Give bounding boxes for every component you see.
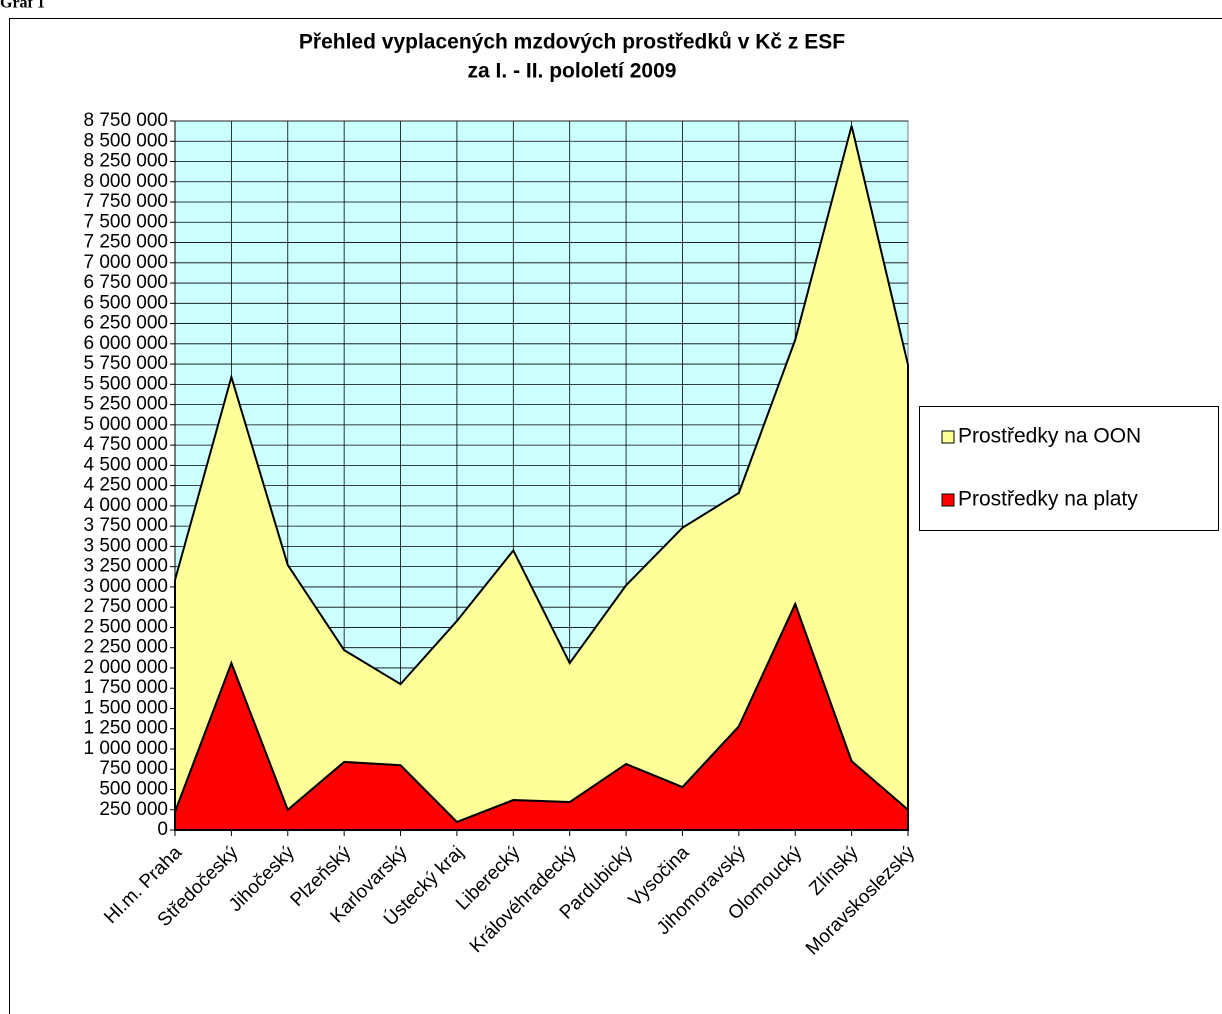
legend-label: Prostředky na platy bbox=[958, 488, 1138, 511]
y-tick-label: 8 250 000 bbox=[83, 151, 168, 172]
caption: Graf 1 bbox=[0, 0, 45, 12]
y-tick-label: 2 000 000 bbox=[83, 657, 168, 678]
y-tick-label: 1 000 000 bbox=[83, 738, 168, 759]
y-tick-label: 6 750 000 bbox=[83, 272, 168, 293]
y-tick-label: 1 250 000 bbox=[83, 718, 168, 739]
y-tick-label: 7 500 000 bbox=[83, 211, 168, 232]
y-tick-label: 3 500 000 bbox=[83, 535, 168, 556]
legend-box bbox=[919, 406, 1219, 531]
y-tick-label: 0 bbox=[157, 819, 168, 840]
y-tick-label: 500 000 bbox=[99, 779, 168, 800]
y-tick-label: 8 750 000 bbox=[83, 110, 168, 131]
y-tick-label: 5 500 000 bbox=[83, 373, 168, 394]
y-tick-label: 1 750 000 bbox=[83, 677, 168, 698]
legend-swatch bbox=[941, 493, 955, 507]
y-tick-label: 8 000 000 bbox=[83, 171, 168, 192]
y-tick-label: 5 000 000 bbox=[83, 414, 168, 435]
y-tick-label: 750 000 bbox=[99, 758, 168, 779]
y-tick-label: 1 500 000 bbox=[83, 697, 168, 718]
y-tick-label: 3 000 000 bbox=[83, 576, 168, 597]
y-tick-label: 5 750 000 bbox=[83, 353, 168, 374]
y-tick-label: 6 500 000 bbox=[83, 292, 168, 313]
y-tick-label: 6 250 000 bbox=[83, 313, 168, 334]
y-tick-label: 4 500 000 bbox=[83, 454, 168, 475]
area bbox=[174, 125, 909, 824]
y-tick-label: 7 000 000 bbox=[83, 252, 168, 273]
y-tick-label: 7 750 000 bbox=[83, 191, 168, 212]
y-tick-label: 5 250 000 bbox=[83, 394, 168, 415]
chart-subtitle: za I. - II. pololetí 2009 bbox=[468, 60, 677, 83]
y-tick-label: 2 250 000 bbox=[83, 637, 168, 658]
y-tick-label: 3 750 000 bbox=[83, 515, 168, 536]
y-tick-label: 6 000 000 bbox=[83, 333, 168, 354]
y-tick-label: 7 250 000 bbox=[83, 232, 168, 253]
y-tick-label: 2 500 000 bbox=[83, 616, 168, 637]
y-tick-label: 8 500 000 bbox=[83, 130, 168, 151]
y-tick-label: 4 250 000 bbox=[83, 475, 168, 496]
y-tick-label: 2 750 000 bbox=[83, 596, 168, 617]
y-tick-label: 4 000 000 bbox=[83, 495, 168, 516]
legend-swatch bbox=[941, 430, 955, 444]
chart-title: Přehled vyplacených mzdových prostředků … bbox=[299, 31, 845, 54]
y-tick-label: 3 250 000 bbox=[83, 556, 168, 577]
y-tick-label: 4 750 000 bbox=[83, 434, 168, 455]
y-tick-label: 250 000 bbox=[99, 799, 168, 820]
legend-label: Prostředky na OON bbox=[958, 425, 1141, 448]
